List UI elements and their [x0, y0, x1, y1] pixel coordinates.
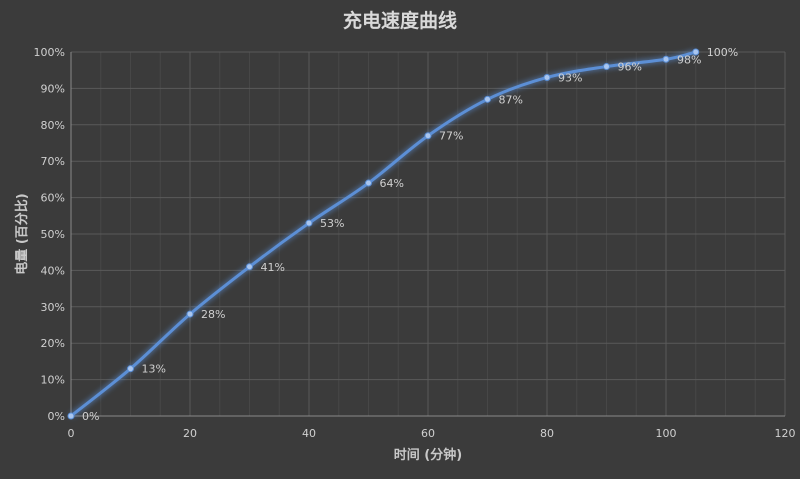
y-tick-label: 40% [41, 264, 65, 277]
y-tick-label: 90% [41, 82, 65, 95]
data-point [662, 55, 670, 63]
data-label: 41% [261, 261, 285, 274]
data-label: 98% [677, 53, 701, 66]
x-tick-label: 40 [302, 427, 316, 440]
x-axis-label: 时间 (分钟) [394, 447, 462, 463]
data-point [543, 73, 551, 81]
y-tick-label: 10% [41, 374, 65, 387]
x-tick-label: 20 [183, 427, 197, 440]
y-tick-label: 20% [41, 337, 65, 350]
data-point [603, 63, 610, 71]
data-point [67, 412, 75, 420]
y-tick-label: 60% [41, 192, 65, 205]
y-tick-label: 100% [34, 46, 65, 59]
data-label: 64% [380, 177, 404, 190]
data-label: 96% [618, 61, 642, 74]
data-label: 0% [82, 410, 99, 423]
data-point [305, 219, 313, 227]
x-tick-label: 100 [656, 427, 677, 440]
data-label: 87% [499, 93, 523, 106]
data-point [127, 365, 134, 373]
data-point [484, 95, 491, 103]
data-label: 28% [201, 308, 225, 321]
data-labels: 0% 13% 28% 41% 53% 64% 77% 87% 93% 96% 98% 100% [82, 46, 738, 423]
series [67, 48, 700, 420]
data-label: 13% [142, 363, 166, 376]
chart-title: 充电速度曲线 [343, 9, 457, 32]
data-point [246, 263, 253, 271]
x-tick-label: 80 [540, 427, 554, 440]
grid [70, 51, 786, 417]
axes: 0 20 40 60 80 100 120 0% 10% 20% 30% 40% 50% 60% 70% 80… [34, 46, 796, 440]
data-point [692, 48, 700, 56]
y-tick-label: 70% [41, 155, 65, 168]
data-label: 53% [320, 217, 344, 230]
data-point [365, 179, 372, 187]
x-tick-label: 60 [421, 427, 435, 440]
data-point [424, 132, 432, 140]
y-tick-label: 80% [41, 119, 65, 132]
x-tick-label: 120 [775, 427, 796, 440]
data-label: 77% [439, 130, 463, 143]
y-tick-label: 30% [41, 301, 65, 314]
x-tick-label: 0 [68, 427, 75, 440]
y-tick-label: 50% [41, 228, 65, 241]
y-axis-label: 电量 (百分比) [14, 193, 30, 274]
data-label: 93% [558, 71, 582, 84]
data-point [186, 310, 194, 318]
y-tick-label: 0% [48, 410, 65, 423]
data-label: 100% [707, 46, 738, 59]
